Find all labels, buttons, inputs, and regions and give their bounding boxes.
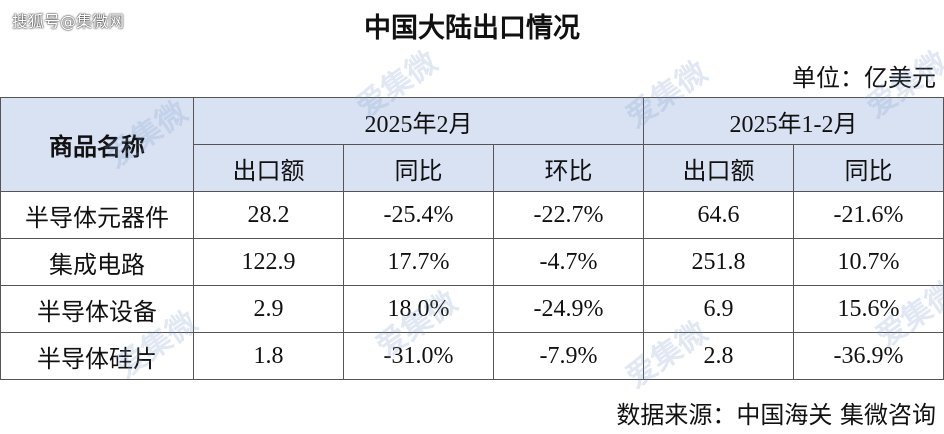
unit: 单位：亿美元 [792, 64, 936, 92]
table-row: 集成电路 122.9 17.7% -4.7% 251.8 10.7% [0, 238, 944, 286]
cell: -21.6% [793, 191, 944, 239]
column-header: 出口额 [193, 144, 344, 192]
source: 数据来源：中国海关 集微咨询 [616, 401, 936, 429]
cell: -22.7% [493, 191, 644, 239]
cell: -4.7% [493, 238, 644, 286]
table-row: 半导体元器件 28.2 -25.4% -22.7% 64.6 -21.6% [0, 191, 944, 239]
cell: 1.8 [193, 332, 344, 380]
row-name: 半导体硅片 [0, 332, 194, 380]
row-name: 半导体元器件 [0, 191, 194, 239]
cell: 15.6% [793, 285, 944, 333]
group-header: 2025年1-2月 [643, 97, 944, 145]
cell: -24.9% [493, 285, 644, 333]
table-row: 半导体硅片 1.8 -31.0% -7.9% 2.8 -36.9% [0, 332, 944, 380]
cell: -36.9% [793, 332, 944, 380]
cell: 122.9 [193, 238, 344, 286]
row-name: 半导体设备 [0, 285, 194, 333]
cell: 64.6 [643, 191, 794, 239]
table-row: 半导体设备 2.9 18.0% -24.9% 6.9 15.6% [0, 285, 944, 333]
cell: 28.2 [193, 191, 344, 239]
title: 中国大陆出口情况 [364, 13, 580, 44]
cell: 2.9 [193, 285, 344, 333]
table-header: 商品名称 2025年2月 2025年1-2月 出口额 同比 环比 出口额 同比 [0, 97, 944, 192]
row-name: 集成电路 [0, 238, 194, 286]
cell: 17.7% [343, 238, 494, 286]
cell: -7.9% [493, 332, 644, 380]
cell: -31.0% [343, 332, 494, 380]
cell: 10.7% [793, 238, 944, 286]
cell: 2.8 [643, 332, 794, 380]
column-header: 环比 [493, 144, 644, 192]
cell: 18.0% [343, 285, 494, 333]
column-header: 同比 [343, 144, 494, 192]
column-header: 出口额 [643, 144, 794, 192]
cell: 6.9 [643, 285, 794, 333]
group-header: 2025年2月 [193, 97, 644, 145]
name-header: 商品名称 [0, 97, 194, 192]
cell: 251.8 [643, 238, 794, 286]
column-header: 同比 [793, 144, 944, 192]
corner-label: 搜狐号@集微网 [12, 12, 125, 31]
cell: -25.4% [343, 191, 494, 239]
export-table: 商品名称 2025年2月 2025年1-2月 出口额 同比 环比 出口额 同比 半导体元… [0, 97, 944, 380]
